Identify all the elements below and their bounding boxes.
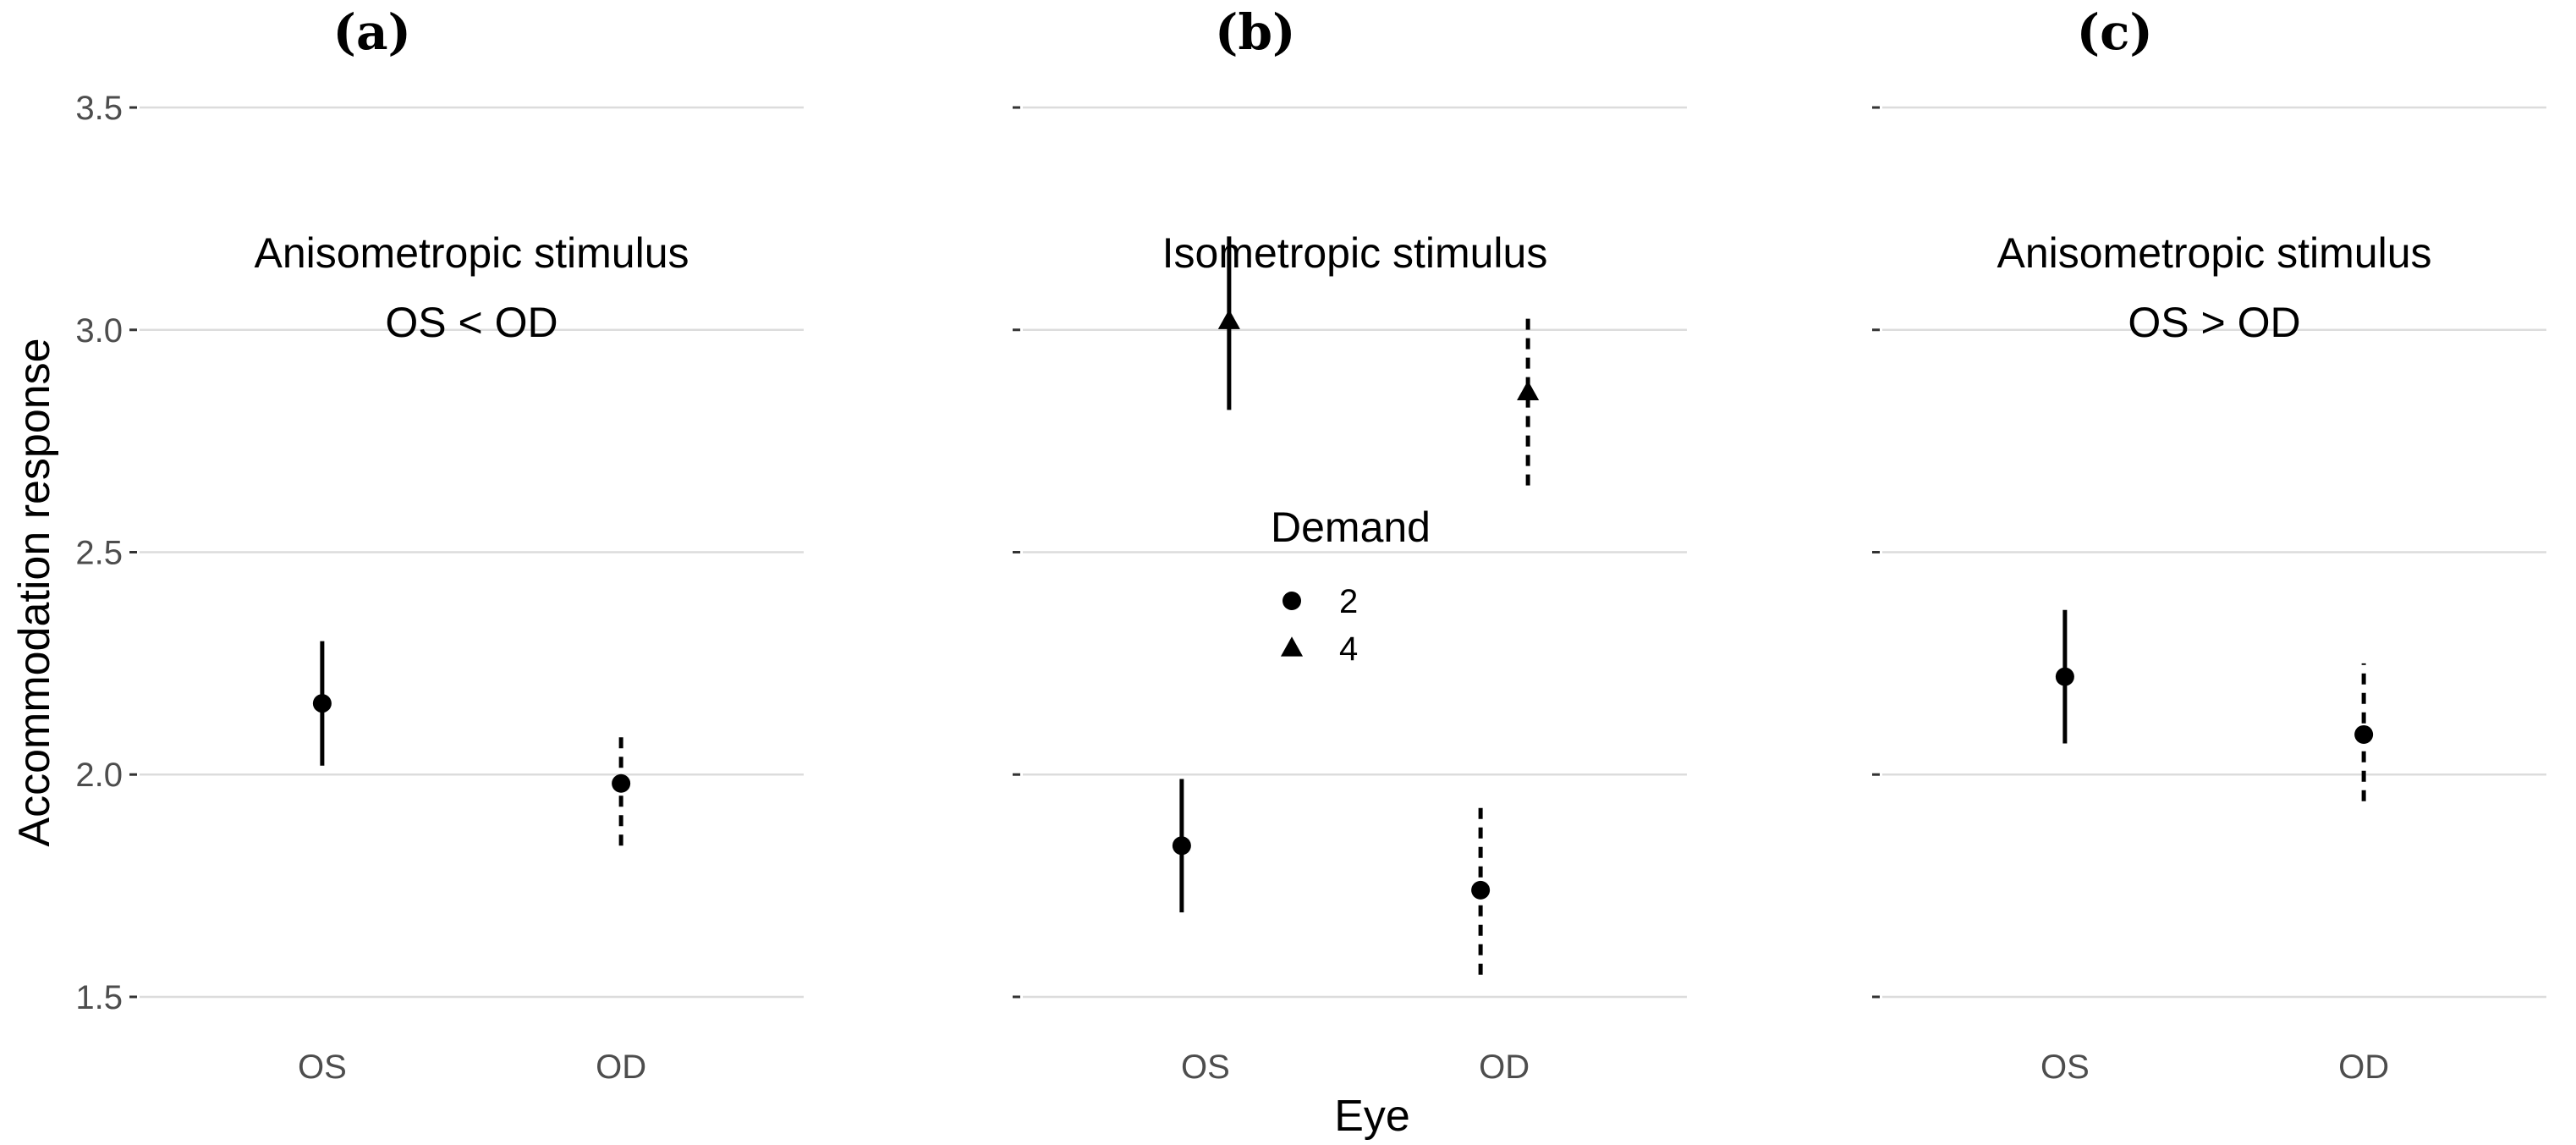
point-os-demand-2 [2055, 667, 2074, 686]
panel-subtitle-line: OS < OD [385, 299, 557, 346]
x-tick-label-os: OS [298, 1049, 347, 1086]
point-od-demand-4 [1517, 380, 1540, 400]
panel-letter: (c) [2077, 3, 2153, 61]
x-tick-label-os: OS [1181, 1049, 1230, 1086]
legend-label-2: 2 [1339, 583, 1358, 620]
panel-letter: (b) [1215, 3, 1295, 61]
point-os-demand-2 [1172, 836, 1191, 856]
panel-c: OS OD (c) Anisometropic stimulus OS > OD [1872, 3, 2546, 1086]
x-tick-label-od: OD [596, 1049, 646, 1086]
point-od-demand-2 [1471, 880, 1491, 900]
panel-a: 1.5 2.0 2.5 3.0 3.5 OS OD (a) Anisometropic stim… [75, 3, 804, 1086]
y-tick-label: 3.5 [75, 90, 123, 127]
panel-subtitle-line: Anisometropic stimulus [1997, 229, 2431, 277]
y-tick-label: 3.0 [75, 312, 123, 350]
panel-subtitle-line: Isometropic stimulus [1162, 229, 1548, 277]
point-os-demand-2 [312, 694, 332, 713]
legend-label-4: 4 [1339, 630, 1358, 668]
panels: 1.5 2.0 2.5 3.0 3.5 OS OD (a) Anisometropic stim… [75, 3, 2546, 1086]
y-tick-label: 1.5 [75, 979, 123, 1016]
y-axis-title: Accommodation response [10, 338, 59, 846]
panel-b: OS OD (b) Isometropic stimulus [1013, 3, 1687, 1086]
legend-key-4 [1280, 636, 1304, 657]
point-od-demand-2 [2354, 724, 2374, 744]
legend: Demand 24 [1271, 504, 1431, 668]
x-tick-label-od: OD [1479, 1049, 1530, 1086]
legend-title: Demand [1271, 504, 1431, 551]
point-os-demand-4 [1217, 309, 1240, 329]
x-tick-label-os: OS [2040, 1049, 2090, 1086]
x-axis-title: Eye [1334, 1092, 1410, 1141]
y-tick-label: 2.5 [75, 535, 123, 572]
panel-letter: (a) [333, 3, 411, 61]
legend-entries: 24 [1280, 583, 1358, 668]
x-tick-label-od: OD [2338, 1049, 2389, 1086]
point-od-demand-2 [612, 773, 631, 793]
legend-key-2 [1283, 592, 1301, 610]
y-tick-label: 2.0 [75, 757, 123, 794]
panel-subtitle-line: OS > OD [2128, 299, 2300, 346]
panel-subtitle-line: Anisometropic stimulus [254, 229, 689, 277]
